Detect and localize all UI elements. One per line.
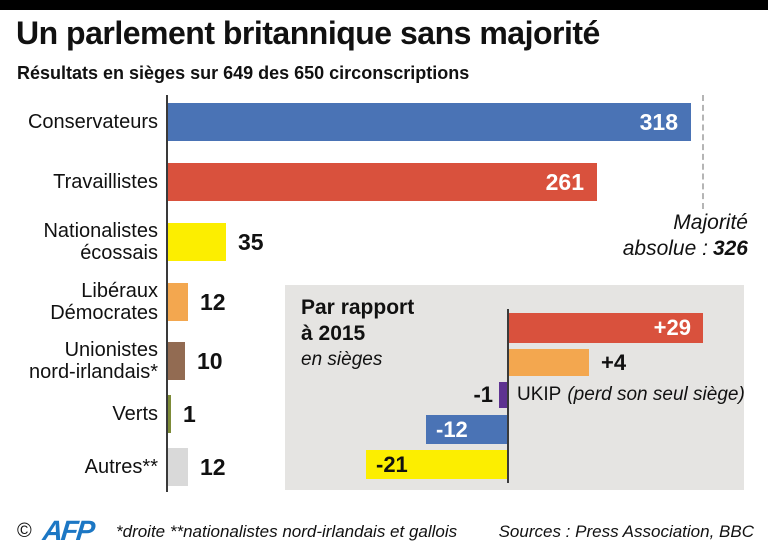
bar-autres <box>168 448 188 486</box>
inset-row-plus4: +4 <box>285 349 744 376</box>
bar-unionistes-nord-irlandais <box>168 342 185 380</box>
inset-bar-plus29: +29 <box>509 313 703 343</box>
bar-row-nationalistes-ecossais: Nationalistes écossais 35 <box>0 220 768 264</box>
bar-conservateurs: 318 <box>168 103 691 141</box>
inset-row-plus29: +29 <box>285 313 744 343</box>
bar-row-travaillistes: Travaillistes 261 <box>0 163 768 201</box>
bar-row-conservateurs: Conservateurs 318 <box>0 103 768 141</box>
inset-bar-minus1 <box>499 382 507 408</box>
bar-value: 261 <box>545 169 584 195</box>
majority-value: 326 <box>712 237 748 260</box>
bar-label: Autres** <box>84 456 158 478</box>
inset-bar-value: +29 <box>653 315 691 340</box>
bar-row-unionistes-nord-irlandais: Unionistes nord-irlandais* 10 <box>0 339 768 383</box>
bar-value: 318 <box>639 109 678 135</box>
main-chart-axis <box>166 95 168 492</box>
afp-logo: AFP <box>41 515 95 546</box>
page-subtitle: Résultats en sièges sur 649 des 650 circ… <box>17 63 470 83</box>
inset-bar-value: -21 <box>376 451 408 477</box>
bar-value: 12 <box>200 289 226 315</box>
bar-value: 35 <box>238 229 264 255</box>
inset-bar-value: -12 <box>436 416 468 442</box>
copyright-symbol: © <box>17 520 32 542</box>
bar-liberaux-democrates <box>168 283 188 321</box>
inset-bar-value: -1 <box>473 382 493 407</box>
bar-label: Travaillistes <box>53 171 158 193</box>
bar-row-autres: Autres** 12 <box>0 448 768 486</box>
inset-bar-minus21: -21 <box>366 450 507 479</box>
bar-row-verts: Verts 1 <box>0 395 768 433</box>
majority-note-line2: absolue :326 <box>622 237 748 260</box>
bar-label: Conservateurs <box>27 111 158 133</box>
bar-value: 10 <box>197 348 223 374</box>
bar-label: Nationalistes écossais <box>43 220 158 264</box>
sources: Sources : Press Association, BBC <box>498 522 754 541</box>
footer: © AFP *droite **nationalistes nord-irlan… <box>0 512 768 551</box>
bar-label: Unionistes nord-irlandais* <box>29 339 158 383</box>
bar-label: Verts <box>112 403 158 425</box>
majority-threshold-line <box>702 95 704 209</box>
bar-value: 1 <box>183 401 196 427</box>
inset-row-minus12: -12 <box>285 415 744 444</box>
page-title: Un parlement britannique sans majorité <box>16 15 600 51</box>
bar-nationalistes-ecossais <box>168 223 226 261</box>
ukip-party: UKIP <box>517 384 562 405</box>
majority-note-line1: Majorité <box>673 211 748 234</box>
inset-bar-minus12: -12 <box>426 415 507 444</box>
bar-row-liberaux-democrates: Libéraux Démocrates 12 <box>0 280 768 324</box>
majority-note: Majorité absolue :326 <box>623 210 748 262</box>
bar-value: 12 <box>200 454 226 480</box>
inset-row-minus21: -21 <box>285 450 744 479</box>
footnote: *droite **nationalistes nord-irlandais e… <box>116 522 458 541</box>
inset-subtitle: en sièges <box>301 349 383 370</box>
inset-bar-value: +4 <box>601 349 627 375</box>
ukip-note: UKIP (perd son seul siège) <box>517 382 745 408</box>
inset-chart-axis <box>507 309 509 483</box>
bar-travaillistes: 261 <box>168 163 597 201</box>
inset-row-minus1-ukip: -1 UKIP (perd son seul siège) <box>285 382 745 408</box>
bar-label: Libéraux Démocrates <box>50 280 158 324</box>
ukip-detail: (perd son seul siège) <box>567 384 745 405</box>
inset-chart-vs-2015: Par rapport à 2015 en sièges +29 +4 -1 U… <box>285 285 745 490</box>
top-black-bar <box>0 0 768 10</box>
bar-verts <box>168 395 171 433</box>
inset-title: Par rapport à 2015 en sièges <box>301 295 414 373</box>
inset-bar-plus4 <box>509 349 589 376</box>
